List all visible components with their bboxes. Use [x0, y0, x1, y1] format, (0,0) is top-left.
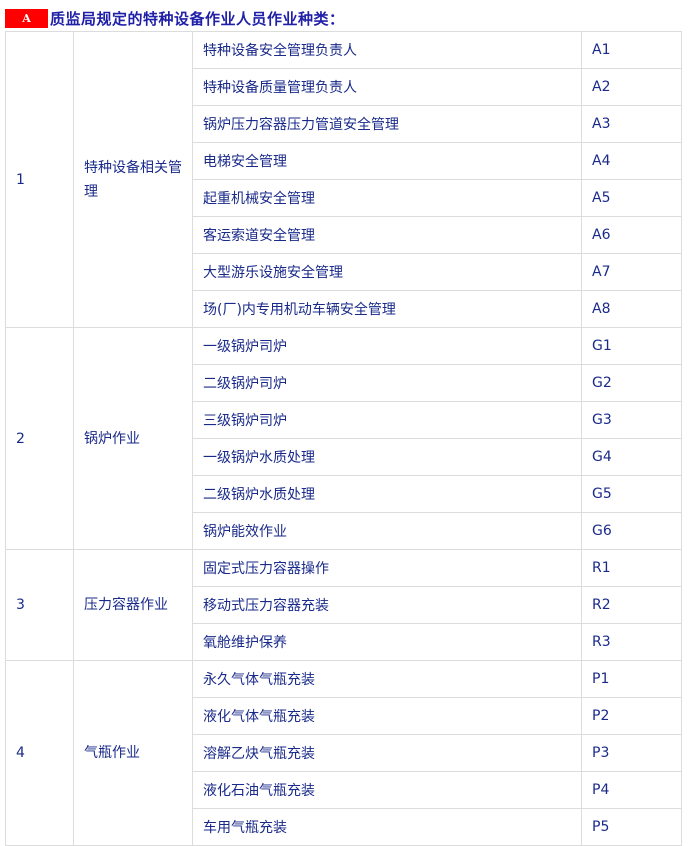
group-number: 4 [5, 660, 74, 846]
table-row: 大型游乐设施安全管理 A7 [6, 253, 682, 291]
table-row: 液化石油气瓶充装 P4 [6, 771, 682, 809]
operation-name: 溶解乙炔气瓶充装 [192, 734, 582, 772]
table-row: 4 气瓶作业 永久气体气瓶充装 P1 [5, 660, 682, 846]
table-row: 1 特种设备相关管理 特种设备安全管理负责人 A1 [5, 31, 682, 328]
group-number: 3 [5, 549, 74, 661]
operation-name: 特种设备安全管理负责人 [192, 31, 582, 69]
table-row: 2 锅炉作业 一级锅炉司炉 G1 [5, 327, 682, 550]
section-heading: A 质监局规定的特种设备作业人员作业种类： [5, 8, 345, 28]
operation-name: 固定式压力容器操作 [192, 549, 582, 587]
operation-name: 起重机械安全管理 [192, 179, 582, 217]
group-number: 1 [5, 31, 74, 328]
operation-code: G5 [581, 475, 682, 513]
operation-code: G4 [581, 438, 682, 476]
operation-code: R3 [581, 623, 682, 661]
table-row: 3 压力容器作业 固定式压力容器操作 R1 [5, 549, 682, 661]
table-row: 溶解乙炔气瓶充装 P3 [6, 734, 682, 772]
operation-name: 锅炉能效作业 [192, 512, 582, 550]
operation-name: 二级锅炉水质处理 [192, 475, 582, 513]
operation-code: A4 [581, 142, 682, 180]
operation-code: A7 [581, 253, 682, 291]
operation-code: A5 [581, 179, 682, 217]
operation-name: 客运索道安全管理 [192, 216, 582, 254]
table-row: 特种设备质量管理负责人 A2 [6, 68, 682, 106]
table-row: 液化气体气瓶充装 P2 [6, 697, 682, 735]
operation-types-table: 1 特种设备相关管理 特种设备安全管理负责人 A1 特种设备质量管理负责人 A2 锅炉压力容… [5, 31, 682, 846]
operation-name: 永久气体气瓶充装 [192, 660, 582, 698]
table-row: 电梯安全管理 A4 [6, 142, 682, 180]
section-badge: A [5, 8, 48, 28]
operation-name: 车用气瓶充装 [192, 808, 582, 846]
operation-code: A3 [581, 105, 682, 143]
table-row: 三级锅炉司炉 G3 [6, 401, 682, 439]
operation-code: G3 [581, 401, 682, 439]
operation-name: 特种设备质量管理负责人 [192, 68, 582, 106]
operation-code: A6 [581, 216, 682, 254]
operation-name: 一级锅炉水质处理 [192, 438, 582, 476]
operation-code: P2 [581, 697, 682, 735]
operation-code: G6 [581, 512, 682, 550]
operation-name: 锅炉压力容器压力管道安全管理 [192, 105, 582, 143]
operation-name: 二级锅炉司炉 [192, 364, 582, 402]
operation-name: 三级锅炉司炉 [192, 401, 582, 439]
operation-name: 移动式压力容器充装 [192, 586, 582, 624]
table-row: 二级锅炉司炉 G2 [6, 364, 682, 402]
table-row: 氧舱维护保养 R3 [6, 623, 682, 661]
operation-code: P4 [581, 771, 682, 809]
operation-code: G1 [581, 327, 682, 365]
operation-name: 大型游乐设施安全管理 [192, 253, 582, 291]
operation-code: P3 [581, 734, 682, 772]
operation-name: 电梯安全管理 [192, 142, 582, 180]
operation-code: R1 [581, 549, 682, 587]
operation-name: 液化气体气瓶充装 [192, 697, 582, 735]
operation-name: 液化石油气瓶充装 [192, 771, 582, 809]
group-name: 锅炉作业 [73, 327, 193, 550]
operation-code: A1 [581, 31, 682, 69]
operation-name: 氧舱维护保养 [192, 623, 582, 661]
group-name: 气瓶作业 [73, 660, 193, 846]
table-row: 起重机械安全管理 A5 [6, 179, 682, 217]
group-name: 特种设备相关管理 [73, 31, 193, 328]
group-name: 压力容器作业 [73, 549, 193, 661]
operation-code: R2 [581, 586, 682, 624]
table-row: 锅炉能效作业 G6 [6, 512, 682, 550]
table-row: 场(厂)内专用机动车辆安全管理 A8 [6, 290, 682, 328]
table-row: 锅炉压力容器压力管道安全管理 A3 [6, 105, 682, 143]
group-number: 2 [5, 327, 74, 550]
table-row: 移动式压力容器充装 R2 [6, 586, 682, 624]
operation-name: 一级锅炉司炉 [192, 327, 582, 365]
operation-code: G2 [581, 364, 682, 402]
operation-code: P1 [581, 660, 682, 698]
operation-code: P5 [581, 808, 682, 846]
operation-code: A2 [581, 68, 682, 106]
section-title: 质监局规定的特种设备作业人员作业种类： [50, 9, 345, 28]
operation-name: 场(厂)内专用机动车辆安全管理 [192, 290, 582, 328]
operation-code: A8 [581, 290, 682, 328]
table-row: 客运索道安全管理 A6 [6, 216, 682, 254]
table-row: 二级锅炉水质处理 G5 [6, 475, 682, 513]
